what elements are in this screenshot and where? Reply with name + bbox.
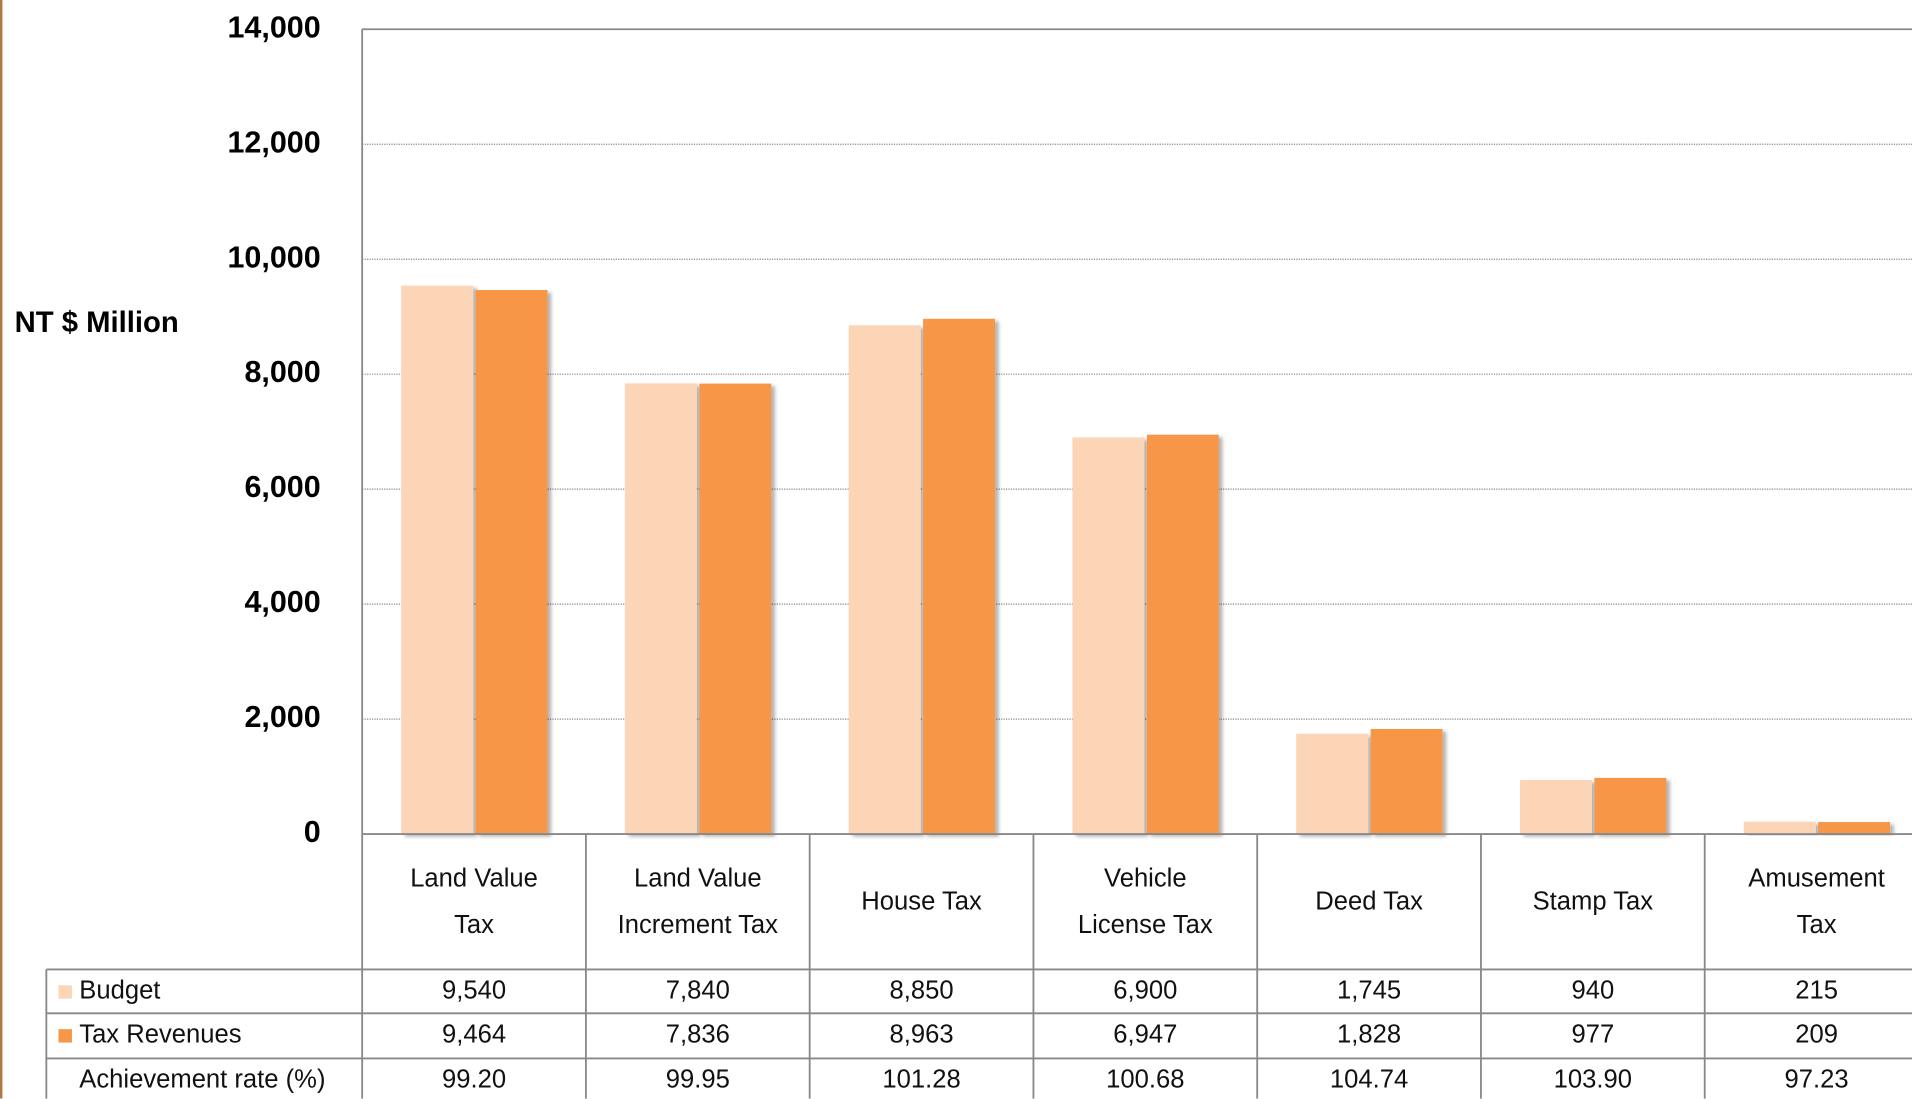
bar — [1519, 780, 1592, 835]
table-value: 97.23 — [1784, 1065, 1849, 1094]
table-value: 209 — [1795, 1020, 1838, 1049]
table-value: 6,947 — [1113, 1020, 1178, 1049]
table-value: 100.68 — [1106, 1065, 1185, 1094]
legend-key — [58, 1029, 72, 1043]
category-text: Land Value Tax — [410, 863, 538, 939]
category-label: Stamp Tax — [1481, 834, 1705, 969]
category-label: Amusement Tax — [1705, 834, 1912, 969]
table-value: 101.28 — [882, 1065, 961, 1094]
category-label: Vehicle License Tax — [1033, 834, 1257, 969]
table-value: 8,850 — [889, 976, 954, 1005]
table-value: 6,900 — [1113, 976, 1178, 1005]
table-value: 99.20 — [441, 1065, 507, 1094]
table-value: 9,540 — [441, 976, 507, 1005]
legend-key — [58, 985, 72, 999]
bar — [1146, 434, 1219, 835]
bar — [848, 325, 921, 835]
bar — [475, 290, 548, 835]
bar — [1370, 728, 1443, 835]
bar — [1818, 822, 1891, 835]
category-label: Land Value Tax — [362, 834, 586, 969]
table-value: 1,828 — [1337, 1020, 1402, 1049]
category-text: Land Value Increment Tax — [617, 863, 778, 939]
y-tick-label: 2,000 — [244, 700, 320, 734]
y-tick-label: 12,000 — [227, 125, 320, 159]
y-tick-label: 4,000 — [244, 585, 320, 619]
table-value: 215 — [1795, 976, 1838, 1005]
y-tick-label: 8,000 — [244, 355, 320, 389]
bar — [1072, 437, 1145, 835]
table-value: 9,464 — [441, 1020, 507, 1049]
row-label: Tax Revenues — [58, 1013, 242, 1057]
category-text: House Tax — [861, 887, 982, 916]
y-tick-label: 14,000 — [227, 10, 320, 44]
y-tick-label: 6,000 — [244, 470, 320, 504]
table-value: 104.74 — [1329, 1065, 1409, 1094]
table-value: 7,840 — [665, 976, 730, 1005]
y-tick-label: 0 — [304, 815, 321, 849]
legend-label: Budget — [79, 976, 161, 1005]
bar — [699, 383, 772, 835]
legend-label: Achievement rate (%) — [79, 1065, 326, 1094]
table-value: 7,836 — [665, 1020, 730, 1049]
table-value: 977 — [1571, 1020, 1615, 1049]
category-text: Deed Tax — [1315, 887, 1423, 916]
table-value: 99.95 — [665, 1065, 730, 1094]
row-label: Achievement rate (%) — [79, 1058, 325, 1098]
category-label: Deed Tax — [1257, 834, 1481, 969]
category-label: House Tax — [810, 834, 1034, 969]
y-tick-label: 10,000 — [227, 240, 320, 274]
row-label: Budget — [58, 969, 161, 1013]
legend-label: Tax Revenues — [79, 1020, 242, 1049]
table-value: 1,745 — [1337, 976, 1402, 1005]
category-text: Stamp Tax — [1532, 887, 1654, 916]
bar — [1296, 733, 1369, 835]
table-value: 8,963 — [889, 1020, 954, 1049]
bar — [1594, 777, 1667, 835]
bar — [401, 285, 474, 835]
category-text: Vehicle License Tax — [1077, 863, 1213, 939]
category-text: Amusement Tax — [1748, 863, 1885, 939]
table-value: 940 — [1571, 976, 1615, 1005]
y-axis-title: NT $ Million — [15, 307, 179, 339]
bar — [1743, 821, 1816, 835]
table-value: 103.90 — [1553, 1065, 1632, 1094]
category-label: Land Value Increment Tax — [586, 834, 810, 969]
bar — [624, 383, 697, 835]
bar — [923, 318, 996, 835]
